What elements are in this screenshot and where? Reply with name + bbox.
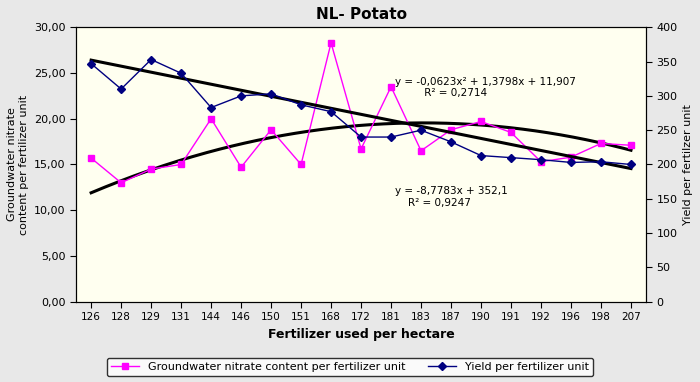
Legend: Groundwater nitrate content per fertilizer unit, Yield per fertilizer unit: Groundwater nitrate content per fertiliz… [107, 358, 593, 376]
Title: NL- Potato: NL- Potato [316, 7, 407, 22]
Y-axis label: Groundwater nitrate
content per fertilizer unit: Groundwater nitrate content per fertiliz… [7, 94, 29, 235]
Text: y = -0,0623x² + 1,3798x + 11,907
         R² = 0,2714: y = -0,0623x² + 1,3798x + 11,907 R² = 0,… [395, 77, 576, 98]
Y-axis label: Yield per fertilzer unit: Yield per fertilzer unit [683, 104, 693, 225]
Text: y = -8,7783x + 352,1
    R² = 0,9247: y = -8,7783x + 352,1 R² = 0,9247 [395, 186, 508, 208]
X-axis label: Fertilizer used per hectare: Fertilizer used per hectare [267, 328, 454, 341]
